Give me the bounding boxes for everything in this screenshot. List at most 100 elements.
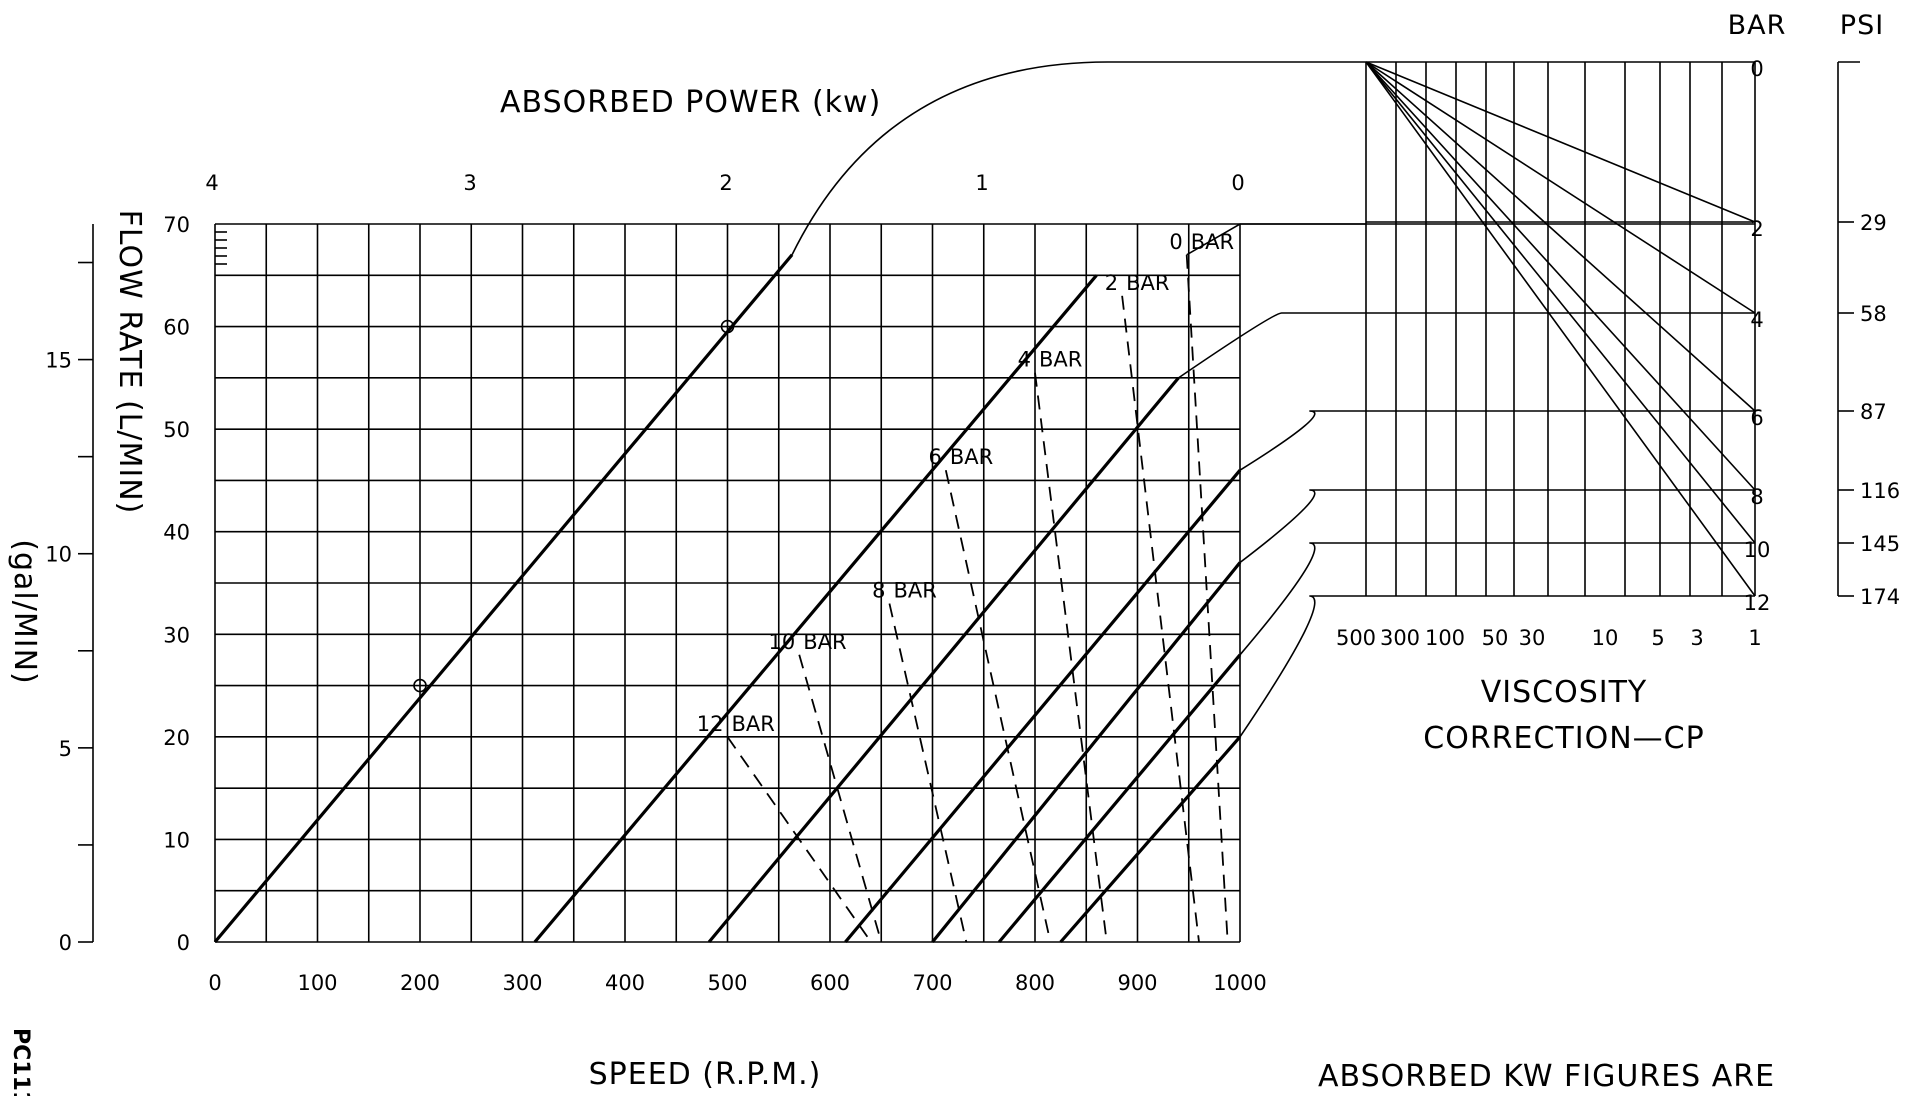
power-tick-label: 3 xyxy=(463,171,476,195)
visc-tick-label: 100 xyxy=(1425,626,1465,650)
marked-point xyxy=(720,319,735,334)
connector-curve xyxy=(1239,410,1366,471)
y-tick-label: 50 xyxy=(163,418,190,442)
x-tick-label: 300 xyxy=(502,971,542,995)
x-tick-label: 100 xyxy=(297,971,337,995)
flow-line xyxy=(1059,735,1242,944)
y-tick-label: 30 xyxy=(163,623,190,647)
bar-tick-label: 10 xyxy=(1744,538,1771,562)
viscosity-label-2: CORRECTION—CP xyxy=(1423,721,1704,756)
bar-tick-label: 2 xyxy=(1750,217,1763,241)
gpm-tick-label: 15 xyxy=(45,349,72,373)
y-tick-label: 20 xyxy=(163,726,190,750)
visc-tick-label: 50 xyxy=(1482,626,1509,650)
bar-header: BAR xyxy=(1728,10,1787,41)
power-tick-label: 0 xyxy=(1231,171,1244,195)
visc-tick-label: 1 xyxy=(1748,626,1761,650)
pressure-label: 0 xyxy=(1169,230,1182,254)
connector-curve xyxy=(1239,542,1366,656)
visc-fan-line xyxy=(1365,61,1756,314)
visc-fan-line xyxy=(1365,61,1756,597)
y-tick-label: 60 xyxy=(163,316,190,340)
power-tick-label: 1 xyxy=(975,171,988,195)
axes xyxy=(78,61,1860,943)
bar-tick-label: 6 xyxy=(1750,406,1763,430)
connector-curve xyxy=(1178,312,1366,379)
visc-tick-label: 10 xyxy=(1592,626,1619,650)
gpm-tick-label: 10 xyxy=(45,543,72,567)
pressure-label: 4 xyxy=(1018,348,1031,372)
bar-tick-label: 12 xyxy=(1744,591,1771,615)
pressure-line xyxy=(1121,295,1200,943)
speed-axis-label: SPEED (R.P.M.) xyxy=(589,1057,822,1092)
pressure-label: 12 xyxy=(697,712,724,736)
visc-tick-label: 30 xyxy=(1519,626,1546,650)
flow-rate-axis-label: FLOW RATE (L/MIN) xyxy=(112,210,147,515)
connector-curve xyxy=(791,61,1366,256)
pressure-label: 10 xyxy=(769,630,796,654)
pressure-unit-label: BAR xyxy=(1126,271,1169,295)
psi-header: PSI xyxy=(1840,10,1884,41)
x-tick-label: 900 xyxy=(1117,971,1157,995)
psi-tick-label: 87 xyxy=(1860,400,1887,424)
flow-line xyxy=(533,274,1098,944)
marked-point xyxy=(413,678,427,693)
y-tick-label: 10 xyxy=(163,828,190,852)
pressure-unit-label: BAR xyxy=(1039,348,1082,372)
visc-tick-label: 5 xyxy=(1651,626,1664,650)
flow-line xyxy=(213,253,794,944)
connector-curves xyxy=(791,61,1755,738)
gpm-tick-label: 5 xyxy=(59,737,72,761)
x-tick-label: 600 xyxy=(810,971,850,995)
absorbed-power-title: ABSORBED POWER (kw) xyxy=(500,85,881,120)
visc-tick-label: 3 xyxy=(1690,626,1703,650)
power-tick-label: 4 xyxy=(205,171,218,195)
gpm-tick-label: 0 xyxy=(59,931,72,955)
main-grid xyxy=(214,223,1241,943)
x-tick-label: 1000 xyxy=(1213,971,1266,995)
visc-tick-label: 500 xyxy=(1336,626,1376,650)
side-code: PC111 xyxy=(8,1028,33,1096)
pressure-unit-label: BAR xyxy=(732,712,775,736)
psi-tick-label: 116 xyxy=(1860,479,1900,503)
footnote: ABSORBED KW FIGURES ARE xyxy=(1318,1059,1775,1094)
x-tick-label: 500 xyxy=(707,971,747,995)
visc-tick-label: 300 xyxy=(1380,626,1420,650)
pressure-line xyxy=(726,736,872,943)
visc-fan-line xyxy=(1365,61,1756,491)
visc-fan-line xyxy=(1365,61,1756,223)
pressure-unit-label: BAR xyxy=(803,630,846,654)
visc-fan-line xyxy=(1365,61,1756,412)
pressure-line xyxy=(1034,372,1108,943)
pressure-label: 6 xyxy=(928,445,941,469)
y-tick-label: 70 xyxy=(163,213,190,237)
y-tick-label: 40 xyxy=(163,521,190,545)
x-tick-label: 0 xyxy=(208,971,221,995)
viscosity-label-1: VISCOSITY xyxy=(1481,675,1648,710)
viscosity-grid xyxy=(1365,61,1756,597)
pressure-unit-label: BAR xyxy=(1191,230,1234,254)
psi-tick-label: 29 xyxy=(1860,211,1887,235)
connector-curve xyxy=(1239,595,1366,738)
psi-tick-label: 145 xyxy=(1860,532,1900,556)
x-tick-label: 400 xyxy=(605,971,645,995)
power-tick-label: 2 xyxy=(719,171,732,195)
bar-tick-label: 0 xyxy=(1750,57,1763,81)
pressure-line xyxy=(798,654,883,943)
pressure-line xyxy=(888,603,968,943)
pressure-label: 2 xyxy=(1105,271,1118,295)
psi-tick-label: 174 xyxy=(1860,585,1900,609)
pressure-line xyxy=(944,469,1052,943)
flow-line xyxy=(844,469,1242,944)
bar-tick-label: 4 xyxy=(1750,308,1763,332)
flow-line xyxy=(931,561,1242,944)
pressure-unit-label: BAR xyxy=(893,579,936,603)
visc-fan-line xyxy=(1365,61,1756,544)
gpm-axis-label: (gal/MIN) xyxy=(7,539,42,684)
pressure-label: 8 xyxy=(872,579,885,603)
y-tick-label: 0 xyxy=(177,931,190,955)
flow-line xyxy=(707,376,1180,944)
flow-line xyxy=(997,653,1242,944)
